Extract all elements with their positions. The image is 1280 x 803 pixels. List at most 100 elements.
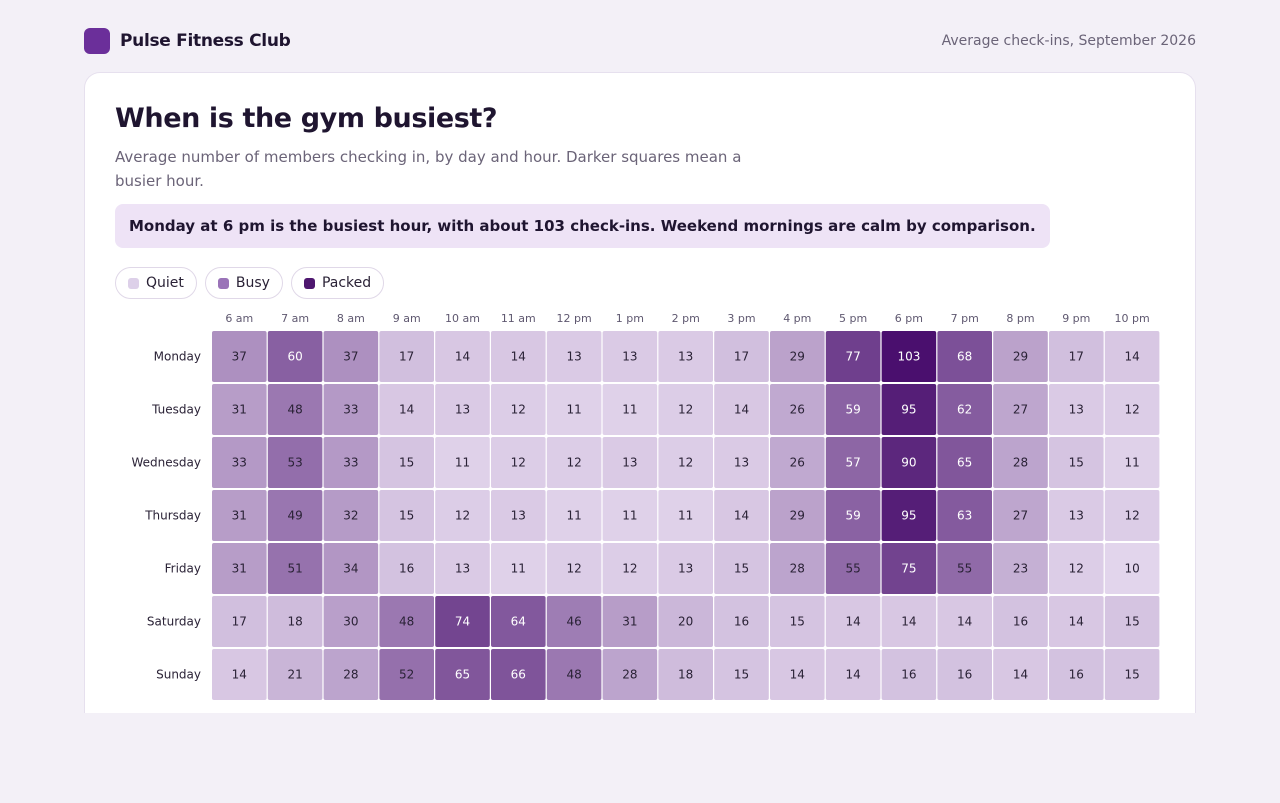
heatmap-cell[interactable] [825, 437, 881, 488]
heatmap-cell[interactable] [323, 543, 379, 594]
heatmap-cell[interactable] [491, 649, 546, 700]
heatmap-cell[interactable] [714, 543, 769, 594]
heatmap-cell[interactable] [323, 331, 379, 382]
heatmap-cell[interactable] [491, 596, 546, 647]
heatmap-cell[interactable] [323, 596, 379, 647]
heatmap-cell[interactable] [714, 331, 769, 382]
heatmap-cell[interactable] [546, 331, 602, 382]
heatmap-cell[interactable] [602, 331, 658, 382]
heatmap-cell[interactable] [993, 331, 1048, 382]
heatmap-cell[interactable] [937, 384, 992, 435]
heatmap-cell[interactable] [770, 490, 825, 541]
heatmap-cell[interactable] [546, 437, 602, 488]
heatmap-cell[interactable] [267, 490, 323, 541]
heatmap-cell[interactable] [1049, 490, 1104, 541]
heatmap-cell[interactable] [435, 384, 490, 435]
heatmap-cell[interactable] [658, 490, 713, 541]
heatmap-cell[interactable] [212, 384, 267, 435]
heatmap-cell[interactable] [658, 437, 713, 488]
heatmap-cell[interactable] [379, 649, 434, 700]
legend-item-quiet[interactable]: Quiet [115, 267, 197, 299]
heatmap-cell[interactable] [658, 596, 713, 647]
heatmap-cell[interactable] [825, 490, 881, 541]
heatmap-cell[interactable] [546, 596, 602, 647]
heatmap-cell[interactable] [212, 596, 267, 647]
heatmap-cell[interactable] [1049, 596, 1104, 647]
heatmap-cell[interactable] [602, 596, 658, 647]
heatmap-cell[interactable] [825, 331, 881, 382]
legend-item-busy[interactable]: Busy [204, 267, 283, 299]
heatmap-cell[interactable] [937, 596, 992, 647]
heatmap-cell[interactable] [825, 596, 881, 647]
heatmap-cell[interactable] [267, 649, 323, 700]
heatmap-cell[interactable] [1049, 437, 1104, 488]
heatmap-cell[interactable] [435, 596, 490, 647]
heatmap-cell[interactable] [993, 543, 1048, 594]
heatmap-cell[interactable] [770, 384, 825, 435]
heatmap-cell[interactable] [1104, 649, 1160, 700]
heatmap-cell[interactable] [212, 543, 267, 594]
heatmap-cell[interactable] [546, 384, 602, 435]
heatmap-cell[interactable] [323, 649, 379, 700]
heatmap-cell[interactable] [435, 649, 490, 700]
heatmap-cell[interactable] [323, 490, 379, 541]
heatmap-cell[interactable] [379, 384, 434, 435]
heatmap-cell[interactable] [491, 490, 546, 541]
heatmap-cell[interactable] [1104, 384, 1160, 435]
heatmap-cell[interactable] [379, 596, 434, 647]
heatmap-cell[interactable] [546, 490, 602, 541]
heatmap-cell[interactable] [1104, 331, 1160, 382]
heatmap-cell[interactable] [881, 331, 937, 382]
heatmap-cell[interactable] [212, 331, 267, 382]
heatmap-cell[interactable] [881, 437, 937, 488]
heatmap-cell[interactable] [825, 649, 881, 700]
heatmap-cell[interactable] [435, 331, 490, 382]
heatmap-cell[interactable] [267, 543, 323, 594]
legend-item-packed[interactable]: Packed [290, 267, 385, 299]
heatmap-cell[interactable] [491, 437, 546, 488]
heatmap-cell[interactable] [212, 649, 267, 700]
heatmap-cell[interactable] [379, 543, 434, 594]
heatmap-cell[interactable] [993, 596, 1048, 647]
heatmap-cell[interactable] [937, 649, 992, 700]
heatmap-cell[interactable] [546, 543, 602, 594]
heatmap-cell[interactable] [1104, 437, 1160, 488]
heatmap-cell[interactable] [1104, 490, 1160, 541]
heatmap-cell[interactable] [714, 384, 769, 435]
heatmap-cell[interactable] [714, 596, 769, 647]
heatmap-cell[interactable] [1104, 596, 1160, 647]
heatmap-cell[interactable] [825, 384, 881, 435]
heatmap-cell[interactable] [993, 490, 1048, 541]
heatmap-cell[interactable] [937, 331, 992, 382]
heatmap-cell[interactable] [379, 331, 434, 382]
heatmap-cell[interactable] [602, 384, 658, 435]
heatmap-cell[interactable] [267, 596, 323, 647]
heatmap-cell[interactable] [267, 437, 323, 488]
heatmap-cell[interactable] [881, 384, 937, 435]
heatmap-cell[interactable] [546, 649, 602, 700]
heatmap-cell[interactable] [993, 649, 1048, 700]
heatmap-cell[interactable] [212, 437, 267, 488]
heatmap-cell[interactable] [937, 490, 992, 541]
heatmap-cell[interactable] [658, 543, 713, 594]
heatmap-cell[interactable] [825, 543, 881, 594]
heatmap-cell[interactable] [491, 331, 546, 382]
heatmap-cell[interactable] [435, 490, 490, 541]
heatmap-cell[interactable] [323, 437, 379, 488]
heatmap-cell[interactable] [881, 649, 937, 700]
heatmap-cell[interactable] [1104, 543, 1160, 594]
heatmap-cell[interactable] [267, 384, 323, 435]
heatmap-cell[interactable] [435, 437, 490, 488]
heatmap-cell[interactable] [267, 331, 323, 382]
heatmap-cell[interactable] [881, 596, 937, 647]
heatmap-cell[interactable] [658, 331, 713, 382]
heatmap-cell[interactable] [602, 490, 658, 541]
heatmap-cell[interactable] [1049, 543, 1104, 594]
heatmap-cell[interactable] [770, 437, 825, 488]
heatmap-cell[interactable] [714, 437, 769, 488]
heatmap-cell[interactable] [323, 384, 379, 435]
heatmap-cell[interactable] [770, 649, 825, 700]
heatmap-cell[interactable] [937, 543, 992, 594]
heatmap-cell[interactable] [435, 543, 490, 594]
heatmap-cell[interactable] [602, 437, 658, 488]
